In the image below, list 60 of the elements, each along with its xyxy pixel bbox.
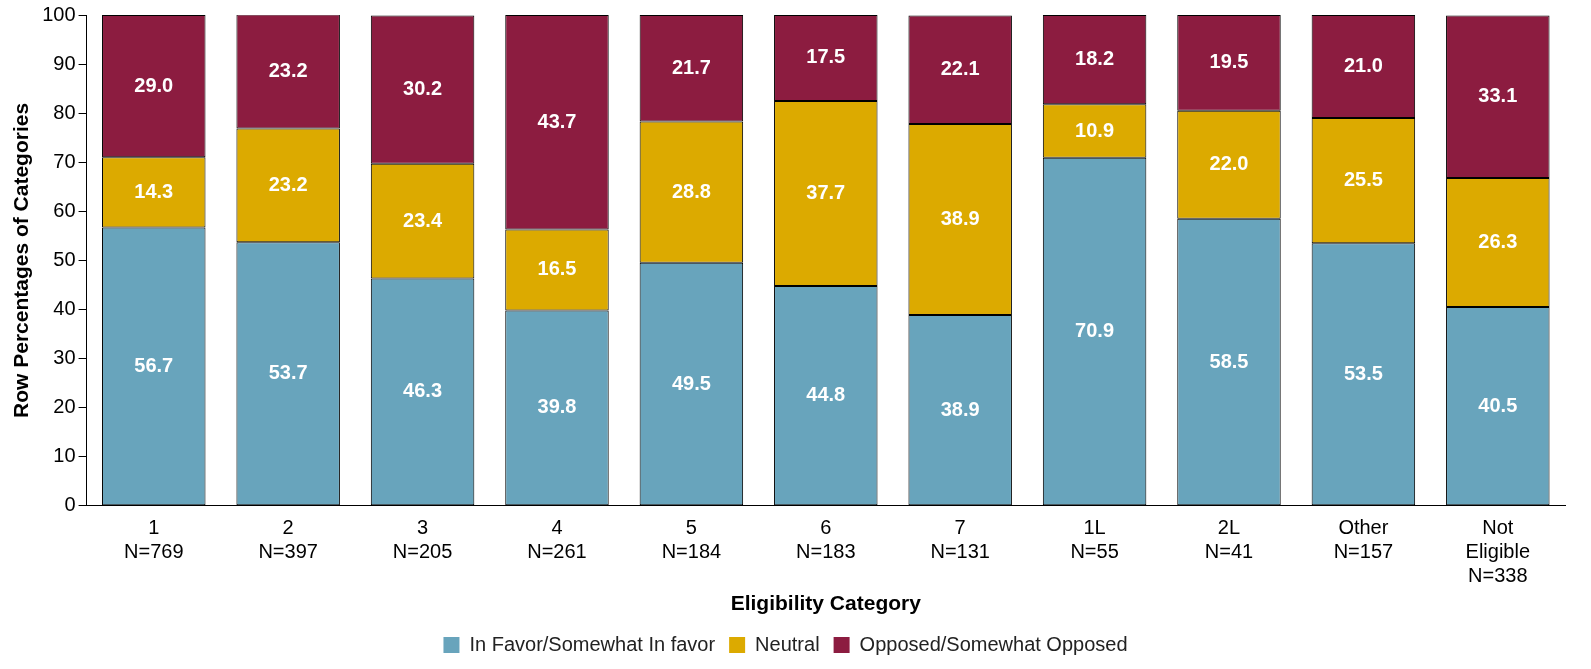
x-tick-label: 1 N=769 — [124, 516, 184, 563]
data-label: 38.9 — [940, 206, 980, 229]
data-label: 44.8 — [806, 383, 846, 406]
data-label: 22.1 — [940, 57, 980, 80]
y-tick-label: 70 — [53, 149, 76, 172]
data-label: 37.7 — [806, 180, 846, 203]
legend-label: Neutral — [755, 632, 820, 655]
data-label: 58.5 — [1209, 349, 1249, 372]
x-tick-label: 2L N=41 — [1204, 516, 1254, 563]
data-label: 23.4 — [403, 208, 443, 231]
data-label: 38.9 — [940, 397, 980, 420]
data-label: 30.2 — [403, 77, 443, 100]
data-label: 70.9 — [1075, 319, 1115, 342]
x-tick-label: Other N=157 — [1333, 516, 1394, 563]
y-tick-label: 30 — [53, 346, 76, 369]
data-label: 19.5 — [1209, 50, 1249, 73]
x-tick-label: 1L N=55 — [1070, 516, 1119, 563]
data-label: 56.7 — [134, 353, 174, 376]
y-tick-label: 0 — [64, 493, 76, 516]
legend-label: Opposed/Somewhat Opposed — [859, 632, 1128, 655]
x-tick-label: 4 N=261 — [527, 516, 587, 563]
y-tick-label: 60 — [53, 198, 76, 221]
data-label: 33.1 — [1478, 84, 1518, 107]
data-label: 10.9 — [1075, 118, 1115, 141]
data-label: 23.2 — [268, 58, 308, 81]
data-label: 26.3 — [1478, 230, 1518, 252]
legend-label: In Favor/Somewhat In favor — [469, 632, 716, 655]
x-axis-title: Eligibility Category — [730, 591, 922, 615]
data-label: 40.5 — [1478, 393, 1518, 416]
data-label: 25.5 — [1343, 168, 1383, 191]
data-label: 43.7 — [537, 109, 577, 132]
data-label: 21.0 — [1343, 54, 1383, 77]
data-label: 39.8 — [537, 395, 577, 418]
y-tick-label: 40 — [53, 297, 76, 319]
data-label: 23.2 — [268, 172, 308, 195]
y-axis-title: Row Percentages of Categories — [9, 102, 33, 418]
y-tick-label: 100 — [42, 2, 76, 25]
data-label: 46.3 — [403, 379, 443, 402]
x-tick-label: 2 N=397 — [258, 516, 318, 563]
data-label: 22.0 — [1209, 152, 1249, 175]
data-label: 28.8 — [671, 179, 711, 202]
data-label: 53.7 — [268, 361, 308, 384]
y-tick-label: 20 — [53, 395, 76, 418]
x-tick-label: 3 N=205 — [392, 516, 453, 563]
data-label: 17.5 — [806, 45, 846, 68]
x-tick-label: Not Eligible N=338 — [1465, 516, 1531, 587]
x-tick-label: 7 N=131 — [930, 516, 990, 563]
y-tick-label: 10 — [53, 444, 76, 467]
data-label: 14.3 — [134, 179, 174, 202]
x-tick-label: 6 N=183 — [796, 516, 856, 563]
y-tick-label: 90 — [53, 51, 76, 74]
data-label: 16.5 — [537, 257, 577, 280]
y-tick-label: 50 — [53, 247, 76, 270]
data-label: 49.5 — [671, 371, 711, 394]
x-tick-label: 5 N=184 — [661, 516, 722, 563]
data-label: 29.0 — [134, 73, 174, 96]
y-tick-label: 80 — [53, 100, 76, 123]
data-label: 53.5 — [1343, 361, 1383, 384]
data-label: 18.2 — [1075, 47, 1115, 70]
data-label: 21.7 — [671, 55, 711, 78]
